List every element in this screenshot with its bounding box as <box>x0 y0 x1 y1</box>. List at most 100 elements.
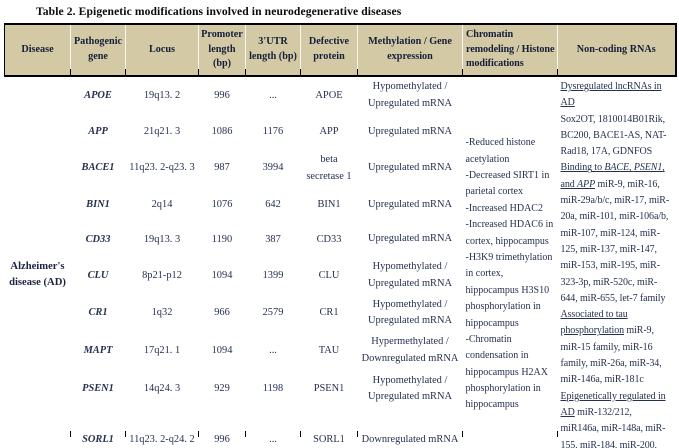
utr-length-cell: 642 <box>265 199 281 211</box>
table-row: CLU 8p21-p12 1094 1399 CLU Hypomethylated / U… <box>5 257 676 295</box>
ncrna-text-segment: miR-132/212, miR146a, miR-148a, miR-155,… <box>560 406 666 448</box>
gene-cell: APOE <box>84 89 112 101</box>
ncrna-text-segment: miR-9, miR-15 family, miR-16 family, miR… <box>560 325 662 386</box>
table-row: PSEN1 14q24. 3 929 1198 PSEN1 Hypomethylated … <box>5 370 676 409</box>
gene-cell: CR1 <box>88 307 108 319</box>
methylation-cell: Downregulated mRNA <box>361 434 459 446</box>
methylation-cell: Upregulated mRNA <box>368 233 452 245</box>
table-title: Table 2. Epigenetic modifications involv… <box>36 5 402 18</box>
locus-cell: 11q23. 2-q24. 2 <box>129 434 195 446</box>
utr-length-cell: ... <box>269 434 277 446</box>
column-rule-stub <box>70 431 71 437</box>
data-table: Disease Pathogenic gene Locus Promoter l… <box>4 23 677 448</box>
ncrna-heading-segment: BACE <box>604 162 630 174</box>
defective-protein-cell: APOE <box>315 89 343 101</box>
ncrna-heading-segment: Associated to tau phosphorylation <box>560 309 628 337</box>
gene-cell: BACE1 <box>81 162 115 174</box>
promoter-length-cell: 1190 <box>211 233 233 245</box>
column-rule-stub <box>300 69 301 75</box>
defective-protein-cell: CD33 <box>316 233 342 245</box>
column-rule-stub <box>557 431 558 437</box>
promoter-length-cell: 1076 <box>211 199 233 211</box>
col-header-3utr-length: 3'UTR length (bp) <box>245 23 301 77</box>
promoter-length-cell: 1094 <box>211 344 233 356</box>
methylation-cell: Hypomethylated / Upregulated mRNA <box>368 374 452 403</box>
locus-cell: 2q14 <box>151 199 173 211</box>
locus-cell: 8p21-p12 <box>142 269 182 281</box>
table-row: CR1 1q32 966 2579 CR1 Hypomethylated / Upregu… <box>5 294 676 332</box>
promoter-length-cell: 1086 <box>211 125 233 137</box>
gene-cell: CLU <box>87 269 109 281</box>
col-header-promoter-length: Promoter length (bp) <box>198 23 246 77</box>
disease-cell: Alzheimer's disease (AD) <box>9 260 66 288</box>
column-rule-stub <box>462 431 463 437</box>
gene-cell: CD33 <box>85 233 111 245</box>
column-rule-stub <box>357 69 358 75</box>
col-header-chromatin: Chromatin remodeling / Histone modificat… <box>462 23 558 77</box>
utr-length-cell: 1198 <box>262 382 284 394</box>
methylation-cell: Upregulated mRNA <box>368 125 452 137</box>
ncrna-heading-segment: APP <box>577 178 596 190</box>
locus-cell: 21q21. 3 <box>143 125 181 137</box>
locus-cell: 14q24. 3 <box>143 382 181 394</box>
defective-protein-cell: TAU <box>318 344 340 356</box>
column-rule-stub <box>125 431 126 437</box>
defective-protein-cell: BIN1 <box>317 199 341 211</box>
methylation-cell: Hypermethylated / Downregulated mRNA <box>361 336 459 364</box>
gene-cell: BIN1 <box>86 199 110 211</box>
chromatin-cell: -Reduced histone acetylation -Decreased … <box>465 137 554 411</box>
ncrna-text-segment: Sox2OT, 1810014B01Rik, BC200, BACE1-AS, … <box>560 113 667 158</box>
utr-length-cell: 2579 <box>262 307 284 319</box>
locus-cell: 17q21. 1 <box>143 344 181 356</box>
col-header-defective-protein: Defective protein <box>300 23 358 77</box>
defective-protein-cell: CLU <box>318 269 340 281</box>
column-rule-stub <box>245 69 246 75</box>
col-header-pathogenic-gene: Pathogenic gene <box>70 23 126 77</box>
ncrna-heading-segment: , and <box>560 162 665 190</box>
column-rule-stub <box>125 69 126 75</box>
column-rule-stub <box>557 69 558 75</box>
locus-cell: 19q13. 3 <box>143 233 181 245</box>
promoter-length-cell: 929 <box>214 382 230 394</box>
utr-length-cell: 387 <box>265 233 281 245</box>
col-header-locus: Locus <box>125 23 199 77</box>
methylation-cell: Hypomethylated / Upregulated mRNA <box>368 81 452 109</box>
column-rule-stub <box>300 431 301 437</box>
col-header-noncoding-rnas: Non-coding RNAs <box>557 23 677 77</box>
column-rule-stub <box>198 431 199 437</box>
utr-length-cell: ... <box>269 344 277 356</box>
promoter-length-cell: 996 <box>214 89 230 101</box>
ncrna-heading-segment: , <box>629 162 634 174</box>
header-row: Disease Pathogenic gene Locus Promoter l… <box>4 23 677 77</box>
gene-cell: MAPT <box>83 344 113 356</box>
ncrna-heading-segment: PSEN1 <box>633 162 663 174</box>
col-header-methylation: Methylation / Gene expression <box>357 23 463 77</box>
table-row: SORL1 11q23. 2-q24. 2 996... SORL1 Downregul… <box>5 408 676 448</box>
ncrna-heading-segment: Dysregulated lncRNAs in AD <box>560 81 662 109</box>
gene-cell: PSEN1 <box>82 382 114 394</box>
table-row: BACE1 11q23. 2-q23. 3 987 3994 beta secretas… <box>5 149 676 188</box>
promoter-length-cell: 996 <box>214 434 230 446</box>
table-row: CD33 19q13. 3 1190 387 CD33 Upregulated mRNA <box>5 222 676 256</box>
methylation-cell: Hypomethylated / Upregulated mRNA <box>368 261 452 289</box>
col-header-disease: Disease <box>4 23 71 77</box>
promoter-length-cell: 1094 <box>211 269 233 281</box>
table-row: APP 21q21. 3 1086 1176 APP Upregulated mRNA <box>5 115 676 149</box>
promoter-length-cell: 966 <box>214 307 230 319</box>
column-rule-stub <box>245 431 246 437</box>
noncoding-rna-cell: Dysregulated lncRNAs in AD Sox2OT, 181001… <box>558 76 676 448</box>
methylation-cell: Upregulated mRNA <box>368 198 452 210</box>
gene-cell: APP <box>88 125 108 137</box>
ncrna-text-segment: miR-9, miR-16, miR-29a/b/c, miR-17, miR-… <box>560 178 670 304</box>
methylation-cell: Hypomethylated / Upregulated mRNA <box>368 298 452 327</box>
table-body: Alzheimer's disease (AD) APOE 19q13. 2 996.… <box>5 76 676 448</box>
column-rule-stub <box>70 69 71 75</box>
utr-length-cell: 1399 <box>262 269 284 281</box>
table-row: MAPT 17q21. 1 1094... TAU Hypermethylated / … <box>5 332 676 370</box>
defective-protein-cell: beta secretase 1 <box>306 154 352 182</box>
defective-protein-cell: SORL1 <box>313 434 345 446</box>
locus-cell: 1q32 <box>151 307 173 319</box>
ncrna-heading-segment: Binding to <box>560 162 605 174</box>
defective-protein-cell: CR1 <box>319 307 339 319</box>
